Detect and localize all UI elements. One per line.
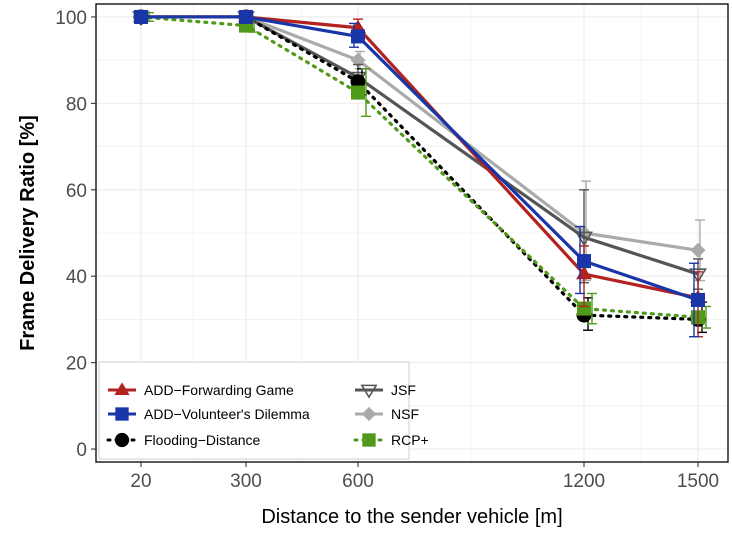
x-tick-label: 600 — [342, 471, 374, 492]
y-tick-label: 100 — [55, 8, 87, 29]
diamond-marker — [361, 406, 377, 422]
x-tick-label: 20 — [130, 471, 151, 492]
legend-label: ADD−Volunteer's Dilemma — [144, 406, 310, 422]
legend: ADD−Forwarding Game ADD−Volunteer's Dilem… — [98, 361, 429, 460]
legend-label: Flooding−Distance — [144, 432, 261, 448]
plot-border — [95, 3, 729, 463]
diamond-marker — [690, 242, 706, 258]
legend-label: NSF — [391, 406, 419, 422]
series-add-volunteer-s-dilemma — [134, 9, 705, 338]
series-line — [139, 15, 700, 319]
square-marker — [691, 292, 705, 307]
x-tick-label: 300 — [230, 471, 262, 492]
triangle-down-marker — [360, 384, 378, 399]
square-marker — [351, 85, 365, 100]
x-tick-label: 1500 — [677, 471, 719, 492]
square-marker — [577, 254, 591, 269]
series-group — [132, 8, 711, 338]
axes: 0 20 40 60 80 100 20 300 600 1200 1500 — [55, 8, 719, 492]
x-axis-title: Distance to the sender vehicle [m] — [261, 506, 562, 528]
square-marker — [239, 9, 253, 24]
circle-marker — [350, 74, 366, 90]
square-marker — [134, 9, 148, 24]
y-axis-title: Frame Delivery Ratio [%] — [17, 115, 39, 351]
y-tick-label: 40 — [66, 267, 87, 288]
legend-box — [98, 361, 410, 460]
square-marker — [577, 301, 591, 316]
legend-label: JSF — [391, 382, 416, 398]
legend-label: RCP+ — [391, 432, 429, 448]
y-tick-label: 80 — [66, 94, 87, 115]
triangle-marker — [114, 382, 130, 395]
legend-label: ADD−Forwarding Game — [144, 382, 294, 398]
diamond-marker — [350, 52, 366, 68]
square-marker — [115, 407, 129, 421]
square-marker — [362, 433, 376, 447]
y-tick-label: 20 — [66, 354, 87, 375]
square-marker — [351, 29, 365, 44]
x-tick-label: 1200 — [563, 471, 605, 492]
y-tick-label: 0 — [76, 440, 87, 461]
y-tick-label: 60 — [66, 181, 87, 202]
circle-marker — [114, 432, 130, 448]
